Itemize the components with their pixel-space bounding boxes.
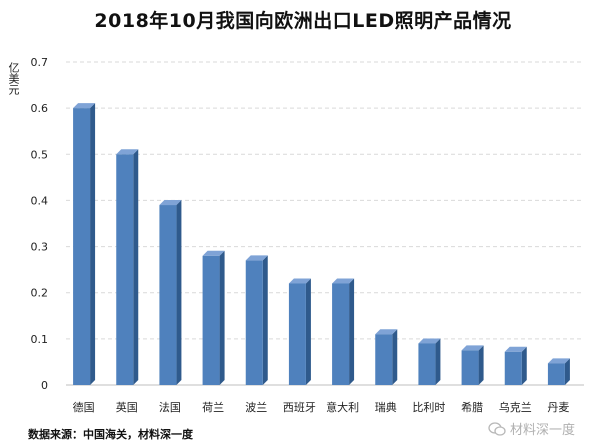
bar-side [478, 345, 484, 385]
bar-top [73, 103, 96, 109]
bar-top [116, 149, 139, 155]
bar [418, 343, 436, 385]
source-note: 数据来源：中国海关，材料深一度 [28, 428, 193, 441]
y-tick-label: 0.2 [31, 287, 49, 300]
x-tick-label: 比利时 [412, 401, 445, 414]
x-tick-label: 英国 [116, 400, 138, 414]
bar-side [564, 358, 570, 385]
chart-title: 2018年10月我国向欧洲出口LED照明产品情况 [94, 10, 512, 32]
y-tick-label: 0.6 [31, 102, 49, 115]
bar-top [418, 338, 441, 344]
bar-side [392, 329, 398, 385]
bar-top [288, 278, 311, 284]
x-tick-label: 丹麦 [547, 401, 569, 414]
y-tick-label: 0 [41, 379, 48, 392]
bar [375, 334, 393, 385]
bar-side [133, 149, 139, 385]
bar [504, 351, 522, 385]
bar-top [159, 200, 182, 206]
bar-side [435, 338, 441, 385]
y-tick-label: 0.1 [31, 333, 49, 346]
bar [202, 255, 220, 385]
bar-side [176, 200, 182, 385]
bar-side [90, 103, 96, 386]
y-tick-label: 0.4 [31, 194, 49, 207]
y-tick-label: 0.5 [31, 148, 49, 161]
bar [547, 363, 565, 385]
x-tick-label: 法国 [159, 400, 181, 414]
bar [461, 350, 479, 385]
bar-side [305, 278, 311, 385]
bar [116, 154, 134, 385]
x-tick-label: 荷兰 [202, 401, 224, 414]
bar [159, 205, 177, 385]
y-tick-label: 0.3 [31, 241, 49, 254]
wechat-icon [488, 421, 506, 436]
y-axis-label: 亿美元 [7, 62, 20, 95]
bar [245, 260, 263, 385]
watermark: 材料深一度 [488, 419, 575, 438]
bar-top [547, 358, 570, 364]
bar [73, 108, 91, 386]
bar-top [202, 250, 225, 256]
bar-top [375, 329, 398, 335]
bar-top [461, 345, 484, 351]
bar-side [521, 346, 527, 385]
bar-top [332, 278, 355, 284]
bar-top [504, 346, 527, 352]
x-tick-label: 波兰 [245, 401, 267, 414]
y-tick-label: 0.7 [31, 56, 49, 69]
bar [332, 283, 350, 385]
bar [288, 283, 306, 385]
x-tick-label: 意大利 [326, 400, 359, 414]
x-tick-label: 希腊 [461, 400, 483, 414]
bar-top [245, 255, 268, 261]
x-tick-label: 西班牙 [283, 401, 316, 414]
x-tick-label: 瑞典 [375, 400, 397, 414]
bar-side [262, 255, 268, 385]
x-tick-label: 乌克兰 [499, 400, 532, 414]
x-tick-label: 德国 [73, 400, 95, 414]
watermark-text: 材料深一度 [510, 423, 576, 438]
bar-side [349, 278, 355, 385]
bar-side [219, 250, 225, 385]
